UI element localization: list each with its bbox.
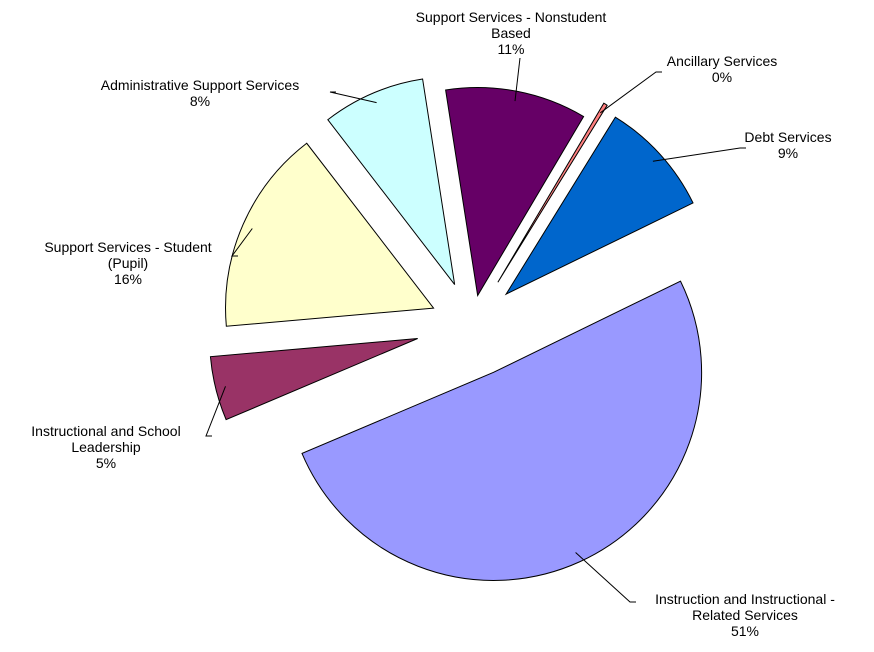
slice-label-6: Debt Services 9% <box>744 129 831 161</box>
slice-name-line: Leadership <box>71 439 140 455</box>
leader-line-5 <box>600 71 662 114</box>
leader-lines <box>205 57 746 603</box>
slice-percent-label: 0% <box>712 69 732 85</box>
slice-percent-label: 5% <box>96 455 116 471</box>
pie-slice-4 <box>445 87 585 297</box>
slice-label-0: Instruction and Instructional -Related S… <box>655 591 835 639</box>
slice-name-line: Support Services - Nonstudent <box>416 9 607 25</box>
slice-labels: Instruction and Instructional -Related S… <box>31 9 835 639</box>
slice-label-5: Ancillary Services 0% <box>667 53 777 85</box>
slice-name-line: Instruction and Instructional - <box>655 591 835 607</box>
leader-line-0 <box>575 552 636 603</box>
slice-percent-label: 51% <box>731 623 759 639</box>
pie-slices <box>209 78 703 581</box>
slice-name-line: Based <box>491 25 531 41</box>
slice-name-line: Instructional and School <box>31 423 180 439</box>
leader-line-2 <box>231 228 253 257</box>
slice-label-3: Administrative Support Services 8% <box>101 77 299 109</box>
leader-line-4 <box>514 57 521 102</box>
slice-label-4: Support Services - Nonstudent Based 11% <box>416 9 607 57</box>
pie-slice-2 <box>225 142 435 327</box>
leader-line-3 <box>329 91 377 104</box>
slice-percent-label: 16% <box>114 271 142 287</box>
pie-slice-1 <box>209 338 418 421</box>
slice-percent-label: 11% <box>498 41 525 57</box>
slice-name-line: Support Services - Student <box>44 239 211 255</box>
pie-slice-6 <box>504 116 694 296</box>
slice-label-2: Support Services - Student (Pupil) 16% <box>44 239 211 287</box>
slice-name-line: Ancillary Services <box>667 53 777 69</box>
leader-line-1 <box>205 386 226 437</box>
slice-label-1: Instructional and School Leadership 5% <box>31 423 180 471</box>
slice-name-line: (Pupil) <box>108 255 148 271</box>
pie-slice-3 <box>327 78 456 285</box>
slice-name-line: Administrative Support Services <box>101 77 299 93</box>
slice-percent-label: 8% <box>190 93 210 109</box>
slice-name-line: Debt Services <box>744 129 831 145</box>
slice-name-line: Related Services <box>692 607 798 623</box>
pie-slice-0 <box>301 280 703 581</box>
pie-slice-5 <box>497 102 608 283</box>
slice-percent-label: 9% <box>778 145 798 161</box>
leader-line-6 <box>652 147 746 162</box>
